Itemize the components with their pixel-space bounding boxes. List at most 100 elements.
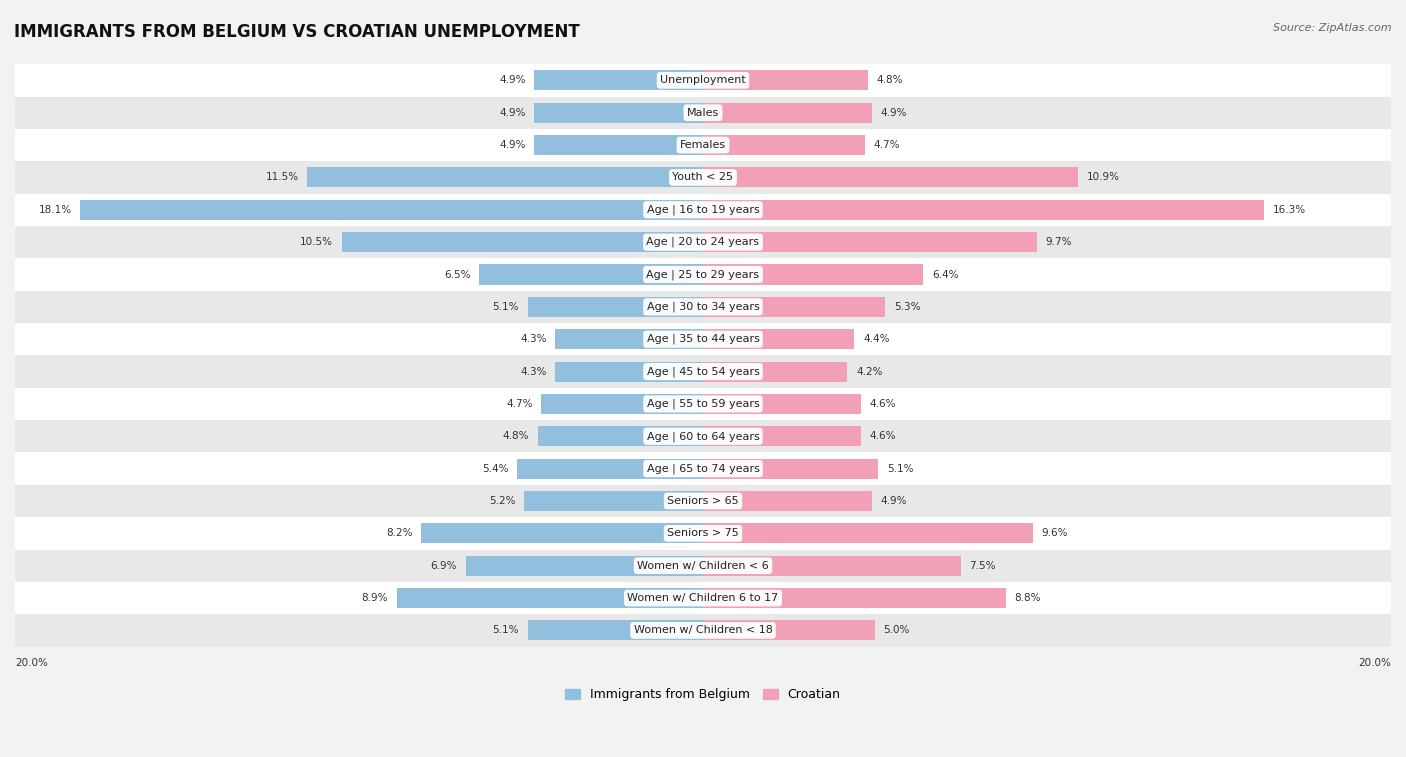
Text: Age | 16 to 19 years: Age | 16 to 19 years bbox=[647, 204, 759, 215]
Bar bbox=[703, 329, 855, 349]
Text: 5.1%: 5.1% bbox=[492, 625, 519, 635]
Bar bbox=[703, 459, 879, 478]
Text: 5.1%: 5.1% bbox=[492, 302, 519, 312]
Text: 5.3%: 5.3% bbox=[894, 302, 921, 312]
Bar bbox=[80, 200, 703, 220]
Bar bbox=[703, 297, 886, 317]
Text: 4.9%: 4.9% bbox=[499, 140, 526, 150]
Bar bbox=[703, 103, 872, 123]
Bar bbox=[15, 194, 1391, 226]
Text: 4.9%: 4.9% bbox=[499, 107, 526, 117]
Bar bbox=[420, 523, 703, 544]
Text: Women w/ Children < 18: Women w/ Children < 18 bbox=[634, 625, 772, 635]
Bar bbox=[527, 297, 703, 317]
Bar bbox=[15, 388, 1391, 420]
Text: 5.4%: 5.4% bbox=[482, 463, 509, 474]
Text: 4.9%: 4.9% bbox=[499, 76, 526, 86]
Bar bbox=[524, 491, 703, 511]
Text: 4.6%: 4.6% bbox=[870, 431, 897, 441]
Bar bbox=[703, 426, 862, 447]
Text: Males: Males bbox=[688, 107, 718, 117]
Bar bbox=[15, 64, 1391, 97]
Bar bbox=[15, 291, 1391, 323]
Text: Females: Females bbox=[681, 140, 725, 150]
Text: 4.8%: 4.8% bbox=[503, 431, 529, 441]
Bar bbox=[15, 129, 1391, 161]
Text: 5.2%: 5.2% bbox=[489, 496, 516, 506]
Text: 5.0%: 5.0% bbox=[883, 625, 910, 635]
Text: 4.4%: 4.4% bbox=[863, 335, 890, 344]
Bar bbox=[517, 459, 703, 478]
Text: 20.0%: 20.0% bbox=[15, 658, 48, 668]
Text: 4.3%: 4.3% bbox=[520, 366, 547, 376]
Text: Seniors > 75: Seniors > 75 bbox=[666, 528, 740, 538]
Bar bbox=[703, 556, 960, 576]
Bar bbox=[703, 200, 1264, 220]
Bar bbox=[15, 550, 1391, 582]
Text: 8.8%: 8.8% bbox=[1014, 593, 1040, 603]
Bar bbox=[703, 232, 1036, 252]
Bar bbox=[308, 167, 703, 188]
Bar bbox=[15, 323, 1391, 355]
Text: Age | 60 to 64 years: Age | 60 to 64 years bbox=[647, 431, 759, 441]
Text: Women w/ Children 6 to 17: Women w/ Children 6 to 17 bbox=[627, 593, 779, 603]
Text: 8.2%: 8.2% bbox=[385, 528, 412, 538]
Bar bbox=[15, 517, 1391, 550]
Text: 16.3%: 16.3% bbox=[1272, 205, 1305, 215]
Bar bbox=[555, 362, 703, 382]
Text: Seniors > 65: Seniors > 65 bbox=[668, 496, 738, 506]
Bar bbox=[703, 135, 865, 155]
Bar bbox=[534, 103, 703, 123]
Bar bbox=[534, 70, 703, 90]
Text: Unemployment: Unemployment bbox=[661, 76, 745, 86]
Bar bbox=[534, 135, 703, 155]
Bar bbox=[703, 621, 875, 640]
Bar bbox=[555, 329, 703, 349]
Bar bbox=[15, 614, 1391, 646]
Text: 4.6%: 4.6% bbox=[870, 399, 897, 409]
Bar bbox=[15, 161, 1391, 194]
Text: 10.5%: 10.5% bbox=[301, 237, 333, 247]
Text: 7.5%: 7.5% bbox=[970, 561, 995, 571]
Bar bbox=[15, 453, 1391, 484]
Text: 6.4%: 6.4% bbox=[932, 269, 959, 279]
Bar bbox=[703, 491, 872, 511]
Bar bbox=[15, 355, 1391, 388]
Bar bbox=[703, 362, 848, 382]
Text: Age | 35 to 44 years: Age | 35 to 44 years bbox=[647, 334, 759, 344]
Text: 4.9%: 4.9% bbox=[880, 107, 907, 117]
Text: Age | 65 to 74 years: Age | 65 to 74 years bbox=[647, 463, 759, 474]
Bar bbox=[15, 582, 1391, 614]
Text: 9.6%: 9.6% bbox=[1042, 528, 1069, 538]
Bar bbox=[703, 523, 1033, 544]
Bar bbox=[703, 588, 1005, 608]
Bar bbox=[479, 264, 703, 285]
Legend: Immigrants from Belgium, Croatian: Immigrants from Belgium, Croatian bbox=[560, 683, 846, 706]
Text: 8.9%: 8.9% bbox=[361, 593, 388, 603]
Text: Women w/ Children < 6: Women w/ Children < 6 bbox=[637, 561, 769, 571]
Text: Age | 30 to 34 years: Age | 30 to 34 years bbox=[647, 301, 759, 312]
Bar bbox=[15, 420, 1391, 453]
Bar bbox=[703, 394, 862, 414]
Text: Age | 55 to 59 years: Age | 55 to 59 years bbox=[647, 399, 759, 410]
Bar bbox=[342, 232, 703, 252]
Bar bbox=[15, 258, 1391, 291]
Text: 10.9%: 10.9% bbox=[1087, 173, 1119, 182]
Bar bbox=[15, 484, 1391, 517]
Bar bbox=[703, 167, 1078, 188]
Bar bbox=[541, 394, 703, 414]
Bar bbox=[15, 226, 1391, 258]
Text: 20.0%: 20.0% bbox=[1358, 658, 1391, 668]
Text: Youth < 25: Youth < 25 bbox=[672, 173, 734, 182]
Text: Age | 20 to 24 years: Age | 20 to 24 years bbox=[647, 237, 759, 248]
Text: 6.9%: 6.9% bbox=[430, 561, 457, 571]
Bar bbox=[703, 264, 924, 285]
Bar bbox=[538, 426, 703, 447]
Text: 4.2%: 4.2% bbox=[856, 366, 883, 376]
Text: 11.5%: 11.5% bbox=[266, 173, 299, 182]
Text: 18.1%: 18.1% bbox=[38, 205, 72, 215]
Text: IMMIGRANTS FROM BELGIUM VS CROATIAN UNEMPLOYMENT: IMMIGRANTS FROM BELGIUM VS CROATIAN UNEM… bbox=[14, 23, 579, 41]
Bar bbox=[527, 621, 703, 640]
Bar bbox=[703, 70, 868, 90]
Text: 6.5%: 6.5% bbox=[444, 269, 471, 279]
